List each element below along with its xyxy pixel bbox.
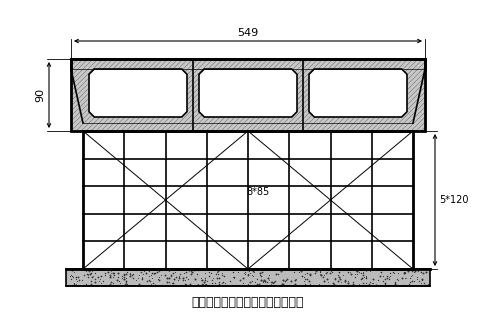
Text: 8*85: 8*85 bbox=[247, 187, 270, 197]
Bar bbox=[66, 269, 430, 286]
Polygon shape bbox=[309, 69, 407, 117]
Polygon shape bbox=[89, 69, 187, 117]
Text: 90: 90 bbox=[35, 88, 45, 102]
Bar bbox=[71, 59, 425, 131]
Text: 5*120: 5*120 bbox=[439, 195, 469, 205]
Text: 联合竖井工作桥横断面之间示意图: 联合竖井工作桥横断面之间示意图 bbox=[192, 296, 304, 309]
Text: 549: 549 bbox=[238, 28, 258, 38]
Bar bbox=[71, 59, 425, 131]
Polygon shape bbox=[199, 69, 297, 117]
